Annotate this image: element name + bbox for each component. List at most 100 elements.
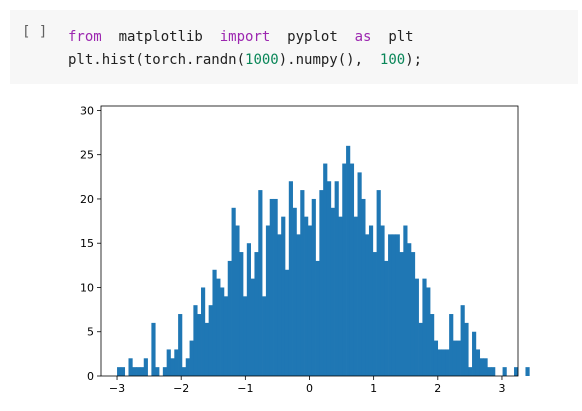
histogram-bar	[418, 322, 423, 376]
x-axis-ticks: −3 −2 −1 0 1 2 3	[109, 376, 505, 395]
histogram-bar	[250, 278, 255, 376]
histogram-bar	[181, 367, 187, 376]
histogram-bar	[315, 260, 320, 376]
number-literal-100: 100	[379, 52, 406, 68]
histogram-bar	[170, 358, 175, 376]
histogram-bar	[292, 207, 297, 376]
histogram-bar	[300, 190, 305, 376]
histogram-bar	[178, 314, 183, 376]
histogram-bar	[132, 367, 137, 376]
histogram-bar	[189, 340, 194, 376]
histogram-bar	[307, 225, 313, 376]
histogram-bar	[296, 234, 301, 376]
histogram-bar	[151, 322, 156, 376]
histogram-bar	[479, 358, 484, 376]
histogram-bar	[487, 367, 492, 376]
histogram-bar	[388, 234, 393, 376]
histogram-bar	[353, 216, 358, 376]
histogram-bar	[330, 207, 335, 376]
histogram-bar	[323, 163, 328, 376]
code-call-middle: ).numpy(),	[278, 52, 364, 68]
histogram-bar	[128, 358, 133, 376]
histogram-bar	[273, 198, 278, 376]
histogram-output: −3 −2 −1 0 1 2 3 0 5 10 15 20 25 30	[64, 96, 534, 410]
code-cell[interactable]: [ ] from matplotlib import pyplot as plt…	[10, 10, 578, 84]
histogram-bar	[407, 243, 412, 376]
keyword-from: from	[68, 29, 102, 45]
code-line-2: plt.hist(torch.randn(1000).numpy(), 100)…	[68, 49, 422, 72]
keyword-import: import	[219, 29, 271, 45]
histogram-bar	[239, 252, 244, 376]
histogram-bar	[468, 367, 473, 376]
histogram-bar	[514, 367, 519, 376]
histogram-bar	[319, 190, 324, 376]
histogram-bar	[456, 340, 461, 376]
histogram-bar	[193, 305, 198, 376]
histogram-bar	[212, 269, 217, 376]
histogram-bar	[216, 278, 221, 376]
histogram-bar	[437, 349, 442, 376]
histogram-bar	[368, 225, 374, 376]
code-call-start: plt.hist(torch.randn(	[68, 52, 246, 68]
histogram-bar	[334, 181, 339, 376]
histogram-bar	[243, 296, 248, 376]
x-tick-label: −1	[237, 382, 253, 395]
histogram-bar	[174, 349, 179, 376]
histogram-bar	[380, 225, 385, 376]
y-tick-label: 5	[87, 326, 94, 339]
histogram-bar	[197, 314, 202, 376]
histogram-bar	[410, 252, 416, 376]
histogram-bar	[136, 367, 141, 376]
histogram-bar	[399, 252, 404, 376]
code-line-1: from matplotlib import pyplot as plt	[68, 26, 422, 49]
histogram-bar	[338, 216, 343, 376]
keyword-as: as	[354, 29, 372, 45]
histogram-bar	[460, 305, 465, 376]
histogram-bar	[120, 367, 126, 376]
y-tick-label: 30	[80, 104, 94, 117]
histogram-bar	[231, 207, 236, 376]
histogram-bar	[422, 278, 427, 376]
code-editor[interactable]: from matplotlib import pyplot as plt plt.…	[68, 26, 422, 72]
histogram-bars	[117, 145, 530, 376]
number-literal-1000: 1000	[245, 52, 279, 68]
histogram-bar	[277, 234, 282, 376]
histogram-bar	[426, 287, 431, 376]
histogram-bar	[246, 243, 251, 376]
histogram-bar	[483, 358, 488, 376]
histogram-bar	[502, 367, 507, 376]
import-name: pyplot	[287, 29, 338, 45]
histogram-bar	[445, 349, 450, 376]
y-axis-ticks: 0 5 10 15 20 25 30	[80, 104, 101, 383]
histogram-bar	[162, 367, 168, 376]
histogram-bar	[475, 349, 481, 376]
histogram-chart: −3 −2 −1 0 1 2 3 0 5 10 15 20 25 30	[80, 104, 530, 395]
histogram-bar	[395, 234, 400, 376]
x-tick-label: 2	[434, 382, 441, 395]
histogram-bar	[185, 358, 190, 376]
histogram-bar	[372, 252, 377, 376]
histogram-bar	[227, 260, 232, 376]
histogram-bar	[208, 305, 213, 376]
code-call-end: );	[405, 52, 423, 68]
y-tick-label: 10	[80, 281, 94, 294]
histogram-bar	[326, 181, 332, 376]
y-tick-label: 20	[80, 193, 94, 206]
histogram-bar	[258, 190, 263, 376]
histogram-bar	[357, 172, 362, 376]
histogram-bar	[265, 225, 271, 376]
y-tick-label: 15	[80, 237, 94, 250]
histogram-bar	[414, 278, 419, 376]
histogram-bar	[143, 358, 148, 376]
histogram-bar	[201, 287, 206, 376]
histogram-bar	[472, 331, 477, 376]
y-tick-label: 25	[80, 149, 94, 162]
histogram-bar	[220, 287, 225, 376]
cell-run-prompt[interactable]: [ ]	[22, 24, 48, 40]
histogram-bar	[288, 181, 293, 376]
histogram-bar	[155, 367, 160, 376]
histogram-bar	[342, 163, 347, 376]
histogram-bar	[166, 349, 171, 376]
histogram-bar	[311, 198, 316, 376]
histogram-bar	[349, 163, 355, 376]
